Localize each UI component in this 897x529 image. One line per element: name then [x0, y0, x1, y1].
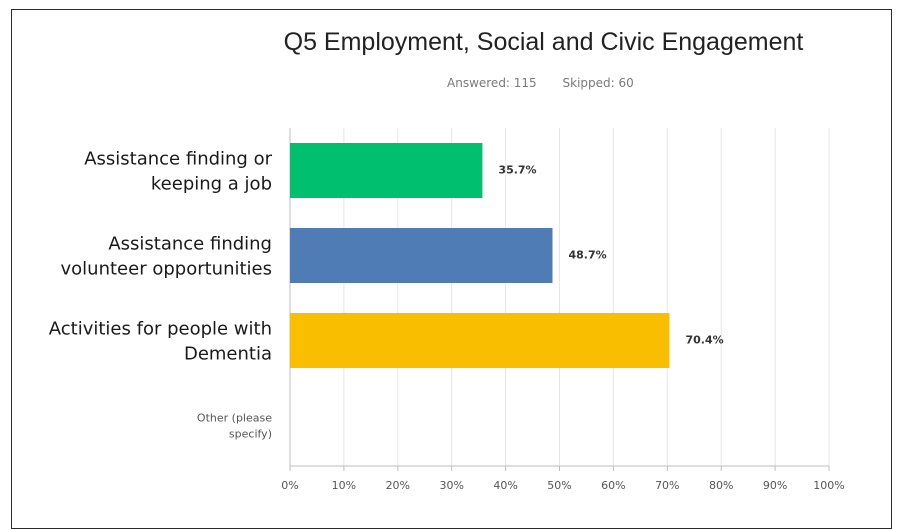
x-tick-label: 30%: [439, 479, 463, 492]
x-tick-label: 100%: [813, 479, 844, 492]
x-tick-label: 40%: [493, 479, 517, 492]
category-label: Assistance finding or keeping a job: [84, 148, 272, 194]
chart-title: Q5 Employment, Social and Civic Engageme…: [283, 28, 804, 56]
category-label: Other (please specify): [197, 411, 272, 440]
data-label: 48.7%: [568, 249, 606, 262]
response-stats: Answered: 115 Skipped: 60: [447, 76, 656, 90]
x-tick-label: 90%: [763, 479, 787, 492]
skipped-count: Skipped: 60: [562, 76, 634, 90]
data-label: 70.4%: [685, 334, 723, 347]
category-label: Activities for people with Dementia: [49, 318, 272, 364]
x-tick-label: 20%: [386, 479, 410, 492]
x-tick-label: 0%: [281, 479, 298, 492]
bar-chart: 0% 10% 20% 30% 40% 50% 60% 70% 80% 90% 100% 35.7% As…: [49, 128, 845, 492]
x-tick-label: 60%: [601, 479, 625, 492]
answered-count: Answered: 115: [447, 76, 537, 90]
category-label: Assistance finding volunteer opportunitie…: [61, 233, 272, 279]
x-tick-label: 80%: [709, 479, 733, 492]
bar: [290, 313, 670, 368]
data-label: 35.7%: [498, 164, 536, 177]
bar: [290, 143, 483, 198]
x-tick-label: 70%: [655, 479, 679, 492]
x-tick-label: 10%: [332, 479, 356, 492]
bar: [290, 228, 553, 283]
x-tick-label: 50%: [547, 479, 571, 492]
